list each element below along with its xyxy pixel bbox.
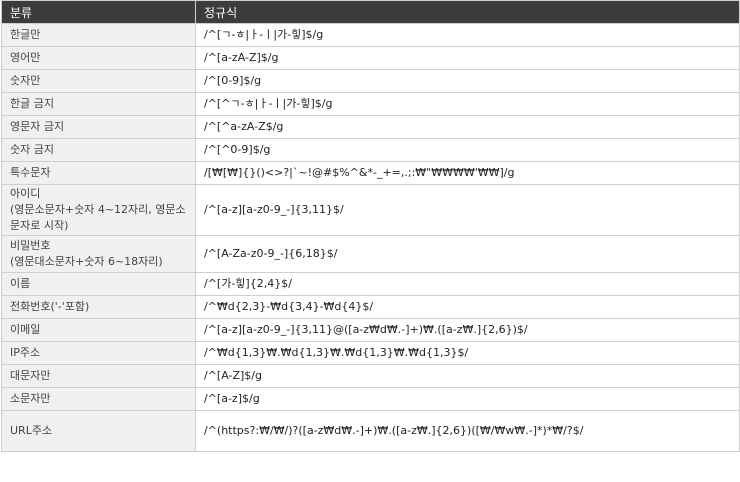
row-pattern: /^[A-Z]$/g bbox=[195, 364, 740, 388]
row-name: 한글 금지 bbox=[1, 92, 196, 116]
table-row: 특수문자 /[₩[₩]{}()<>?|`~!@#$%^&*-_+=,.;:₩"₩… bbox=[1, 161, 740, 185]
row-pattern: /^[^0-9]$/g bbox=[195, 138, 740, 162]
table-row: 소문자만 /^[a-z]$/g bbox=[1, 387, 740, 411]
table-row: 대문자만 /^[A-Z]$/g bbox=[1, 364, 740, 388]
table-row: 비밀번호 (영문대소문자+숫자 6~18자리) /^[A-Za-z0-9_-]{6… bbox=[1, 235, 740, 273]
row-name: 이름 bbox=[1, 272, 196, 296]
row-pattern: /^[^ㄱ-ㅎ|ㅏ-ㅣ|가-힣]$/g bbox=[195, 92, 740, 116]
table-row: 한글만 /^[ㄱ-ㅎ|ㅏ-ㅣ|가-힣]$/g bbox=[1, 23, 740, 47]
header-regex: 정규식 bbox=[195, 0, 740, 24]
row-name: IP주소 bbox=[1, 341, 196, 365]
row-pattern: /^[A-Za-z0-9_-]{6,18}$/ bbox=[195, 235, 740, 273]
table-header-row: 분류 정규식 bbox=[1, 0, 740, 24]
row-name: 영문자 금지 bbox=[1, 115, 196, 139]
row-pattern: /^[a-z]$/g bbox=[195, 387, 740, 411]
row-pattern: /^[0-9]$/g bbox=[195, 69, 740, 93]
row-pattern: /[₩[₩]{}()<>?|`~!@#$%^&*-_+=,.;:₩"₩₩₩₩'₩… bbox=[195, 161, 740, 185]
row-name: 소문자만 bbox=[1, 387, 196, 411]
row-name: 영어만 bbox=[1, 46, 196, 70]
table-row: 전화번호('-'포함) /^₩d{2,3}-₩d{3,4}-₩d{4}$/ bbox=[1, 295, 740, 319]
table-row: URL주소 /^(https?:₩/₩/)?([a-z₩d₩.-]+)₩.([a… bbox=[1, 410, 740, 452]
row-name: 전화번호('-'포함) bbox=[1, 295, 196, 319]
row-pattern: /^[가-힣]{2,4}$/ bbox=[195, 272, 740, 296]
row-name: 대문자만 bbox=[1, 364, 196, 388]
row-pattern: /^[a-z][a-z0-9_-]{3,11}@([a-z₩d₩.-]+)₩.(… bbox=[195, 318, 740, 342]
row-name: 숫자만 bbox=[1, 69, 196, 93]
table-row: 숫자만 /^[0-9]$/g bbox=[1, 69, 740, 93]
row-pattern: /^[a-z][a-z0-9_-]{3,11}$/ bbox=[195, 184, 740, 236]
table-row: 영문자 금지 /^[^a-zA-Z$/g bbox=[1, 115, 740, 139]
table-row: 이메일 /^[a-z][a-z0-9_-]{3,11}@([a-z₩d₩.-]+… bbox=[1, 318, 740, 342]
row-name: 숫자 금지 bbox=[1, 138, 196, 162]
table-row: 이름 /^[가-힣]{2,4}$/ bbox=[1, 272, 740, 296]
regex-table: 분류 정규식 한글만 /^[ㄱ-ㅎ|ㅏ-ㅣ|가-힣]$/g 영어만 /^[a-z… bbox=[1, 0, 740, 452]
table-row: 숫자 금지 /^[^0-9]$/g bbox=[1, 138, 740, 162]
row-pattern: /^₩d{2,3}-₩d{3,4}-₩d{4}$/ bbox=[195, 295, 740, 319]
table-row: 영어만 /^[a-zA-Z]$/g bbox=[1, 46, 740, 70]
table-row: 한글 금지 /^[^ㄱ-ㅎ|ㅏ-ㅣ|가-힣]$/g bbox=[1, 92, 740, 116]
row-pattern: /^(https?:₩/₩/)?([a-z₩d₩.-]+)₩.([a-z₩.]{… bbox=[195, 410, 740, 452]
table-row: IP주소 /^₩d{1,3}₩.₩d{1,3}₩.₩d{1,3}₩.₩d{1,3… bbox=[1, 341, 740, 365]
row-name: 이메일 bbox=[1, 318, 196, 342]
table-row: 아이디 (영문소문자+숫자 4~12자리, 영문소문자로 시작) /^[a-z][… bbox=[1, 184, 740, 236]
row-name: 아이디 (영문소문자+숫자 4~12자리, 영문소문자로 시작) bbox=[1, 184, 196, 236]
row-name: 특수문자 bbox=[1, 161, 196, 185]
header-category: 분류 bbox=[1, 0, 196, 24]
row-name: 비밀번호 (영문대소문자+숫자 6~18자리) bbox=[1, 235, 196, 273]
row-pattern: /^₩d{1,3}₩.₩d{1,3}₩.₩d{1,3}₩.₩d{1,3}$/ bbox=[195, 341, 740, 365]
row-pattern: /^[^a-zA-Z$/g bbox=[195, 115, 740, 139]
row-name: URL주소 bbox=[1, 410, 196, 452]
row-pattern: /^[a-zA-Z]$/g bbox=[195, 46, 740, 70]
row-pattern: /^[ㄱ-ㅎ|ㅏ-ㅣ|가-힣]$/g bbox=[195, 23, 740, 47]
row-name: 한글만 bbox=[1, 23, 196, 47]
